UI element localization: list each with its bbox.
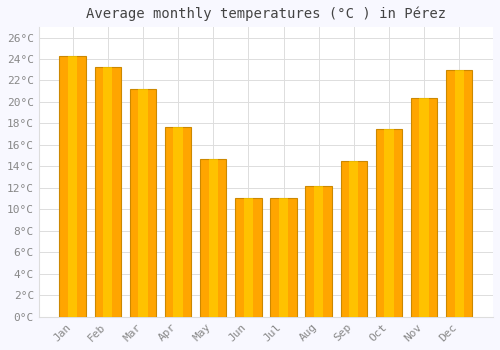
Bar bbox=[376, 129, 402, 317]
Bar bbox=[279, 197, 288, 317]
Bar bbox=[94, 66, 121, 317]
Title: Average monthly temperatures (°C ) in Pérez: Average monthly temperatures (°C ) in Pé… bbox=[86, 7, 446, 21]
Bar bbox=[454, 70, 464, 317]
Bar bbox=[384, 129, 394, 317]
Bar bbox=[68, 56, 77, 317]
Bar bbox=[446, 70, 472, 317]
Bar bbox=[244, 197, 253, 317]
Bar bbox=[60, 56, 86, 317]
Bar bbox=[138, 89, 147, 317]
Bar bbox=[130, 89, 156, 317]
Bar bbox=[411, 98, 438, 317]
Bar bbox=[306, 186, 332, 317]
Bar bbox=[165, 127, 191, 317]
Bar bbox=[340, 161, 367, 317]
Bar bbox=[314, 186, 324, 317]
Bar bbox=[270, 197, 296, 317]
Bar bbox=[420, 98, 428, 317]
Bar bbox=[208, 159, 218, 317]
Bar bbox=[200, 159, 226, 317]
Bar bbox=[103, 66, 113, 317]
Bar bbox=[235, 197, 262, 317]
Bar bbox=[174, 127, 182, 317]
Bar bbox=[349, 161, 358, 317]
